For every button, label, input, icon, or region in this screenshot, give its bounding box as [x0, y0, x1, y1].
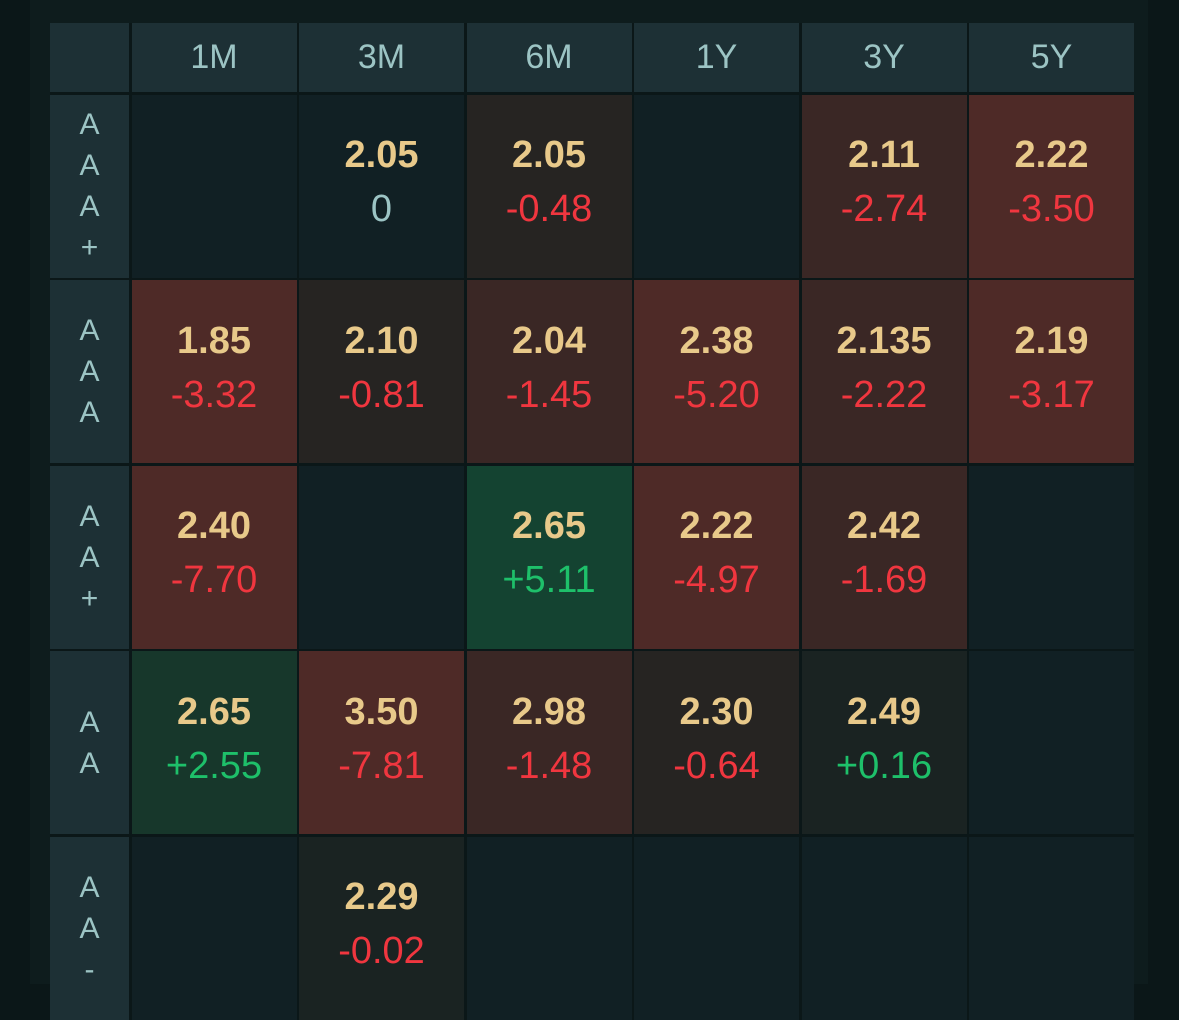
cell-change: -1.69 [840, 559, 928, 601]
grid-cell[interactable]: 2.65 +2.55 [131, 651, 297, 834]
grid-cell [801, 836, 967, 1020]
cell-change: 0 [370, 188, 393, 230]
cell-value: 2.10 [344, 319, 419, 362]
cell-value: 2.30 [679, 690, 754, 733]
corner-header [50, 23, 129, 92]
cell-value: 2.65 [177, 690, 251, 733]
grid-cell[interactable]: 2.30 -0.64 [634, 651, 799, 834]
cell-value: 2.19 [1014, 319, 1089, 362]
cell-value: 2.98 [512, 690, 586, 733]
grid-cell[interactable]: 2.11 -2.74 [801, 94, 967, 278]
column-header-1M[interactable]: 1M [131, 23, 297, 92]
row-label-char: A [79, 705, 100, 739]
rating-tenor-grid: 1M 3M 6M 1Y 3Y 5Y A A A +2.05 0 2.05 -0.48 2.11 -2.74 2… [50, 23, 1134, 1020]
cell-value: 1.85 [177, 319, 251, 362]
grid-cell[interactable]: 2.05 -0.48 [466, 94, 632, 278]
cell-change: -5.20 [673, 373, 760, 416]
grid-cell[interactable]: 2.135 -2.22 [801, 280, 967, 463]
grid-cell[interactable]: 2.10 -0.81 [299, 280, 464, 463]
cell-value: 2.05 [344, 134, 419, 176]
row-label-char: + [80, 581, 99, 615]
cell-change: -2.74 [840, 188, 928, 230]
row-label-char: A [79, 911, 100, 945]
cell-value: 2.11 [848, 134, 920, 176]
row-label-char: A [79, 314, 100, 347]
cell-change: -3.50 [1008, 188, 1095, 230]
grid-cell [131, 94, 297, 278]
grid-cell[interactable]: 2.29 -0.02 [299, 836, 464, 1020]
grid-cell[interactable]: 2.22 -3.50 [969, 94, 1134, 278]
grid-cell[interactable]: 2.04 -1.45 [466, 280, 632, 463]
row-label[interactable]: A A A + [50, 94, 129, 278]
cell-value: 2.29 [344, 876, 419, 918]
cell-value: 2.38 [679, 319, 754, 362]
grid-cell [634, 94, 799, 278]
grid-cell [131, 836, 297, 1020]
row-label-char: A [79, 870, 100, 904]
row-label-char: - [84, 952, 95, 986]
cell-change: -2.22 [840, 373, 928, 416]
column-header-3Y[interactable]: 3Y [801, 23, 967, 92]
cell-change: -7.81 [338, 744, 425, 787]
row-label-char: A [79, 396, 100, 429]
grid-cell[interactable]: 2.22 -4.97 [634, 465, 799, 649]
row-label[interactable]: A A + [50, 465, 129, 649]
cell-value: 2.42 [847, 505, 921, 547]
cell-value: 3.50 [344, 690, 419, 733]
cell-change: -0.64 [673, 744, 760, 787]
row-label-char: A [79, 355, 100, 388]
cell-change: +5.11 [502, 559, 596, 601]
cell-change: -0.81 [338, 373, 425, 416]
cell-value: 2.135 [836, 319, 932, 362]
row-label-char: + [80, 231, 99, 264]
cell-value: 2.49 [847, 690, 921, 733]
grid-cell[interactable]: 2.38 -5.20 [634, 280, 799, 463]
grid-cell[interactable]: 2.49 +0.16 [801, 651, 967, 834]
grid-cell[interactable]: 3.50 -7.81 [299, 651, 464, 834]
cell-value: 2.04 [512, 319, 586, 362]
cell-value: 2.05 [512, 134, 586, 176]
cell-change: -1.48 [505, 744, 593, 787]
row-label-char: A [79, 746, 100, 780]
row-label-char: A [79, 190, 100, 223]
grid-cell[interactable]: 2.05 0 [299, 94, 464, 278]
row-label-char: A [79, 499, 100, 533]
column-header-3M[interactable]: 3M [299, 23, 464, 92]
grid-cell[interactable]: 1.85 -3.32 [131, 280, 297, 463]
cell-change: -1.45 [505, 373, 593, 416]
cell-value: 2.65 [512, 505, 586, 547]
grid-cell[interactable]: 2.40 -7.70 [131, 465, 297, 649]
grid-cell[interactable]: 2.98 -1.48 [466, 651, 632, 834]
grid-cell [466, 836, 632, 1020]
cell-change: -4.97 [673, 559, 760, 601]
grid-cell[interactable]: 2.42 -1.69 [801, 465, 967, 649]
grid-cell[interactable]: 2.19 -3.17 [969, 280, 1134, 463]
grid-cell [969, 651, 1134, 834]
cell-change: -7.70 [170, 559, 258, 601]
grid-cell [969, 836, 1134, 1020]
column-header-1Y[interactable]: 1Y [634, 23, 799, 92]
cell-change: -3.32 [170, 373, 258, 416]
cell-value: 2.22 [1014, 134, 1089, 176]
cell-change: -3.17 [1008, 373, 1095, 416]
grid-cell [969, 465, 1134, 649]
cell-change: -0.02 [338, 930, 425, 972]
cell-change: +0.16 [835, 744, 933, 787]
row-label-char: A [79, 149, 100, 182]
row-label-char: A [79, 540, 100, 574]
grid-cell [634, 836, 799, 1020]
grid-cell [299, 465, 464, 649]
column-header-5Y[interactable]: 5Y [969, 23, 1134, 92]
row-label-char: A [79, 108, 100, 141]
column-header-6M[interactable]: 6M [466, 23, 632, 92]
grid-cell[interactable]: 2.65 +5.11 [466, 465, 632, 649]
cell-value: 2.22 [679, 505, 754, 547]
cell-change: +2.55 [165, 744, 263, 787]
cell-change: -0.48 [505, 188, 593, 230]
cell-value: 2.40 [177, 505, 251, 547]
